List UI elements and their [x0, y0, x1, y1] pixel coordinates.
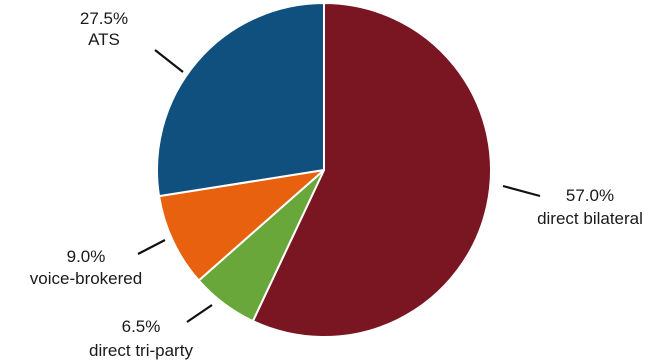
slice-label-ats: 27.5% ATS: [80, 9, 128, 49]
slice-label-direct-bilateral: 57.0% direct bilateral: [537, 186, 643, 228]
slice-category-label: direct tri-party: [89, 341, 193, 360]
pie-slice-direct-bilateral: [251, 2, 492, 338]
slice-value-label: 27.5%: [80, 9, 128, 28]
slice-value-label: 57.0%: [566, 186, 614, 205]
slice-label-voice-brokered: 9.0% voice-brokered: [30, 247, 142, 288]
slice-value-label: 9.0%: [67, 247, 106, 266]
slice-label-direct-tri-party: 6.5% direct tri-party: [89, 317, 193, 360]
leader-line-voice-brokered: [137, 239, 166, 255]
leader-line-direct-tri-party: [186, 304, 213, 323]
slice-category-label: ATS: [88, 30, 120, 49]
leader-line-ats: [154, 49, 184, 73]
slice-category-label: voice-brokered: [30, 269, 142, 288]
pie-slice-ats: [156, 2, 325, 198]
pie-slice-voice-brokered: [158, 169, 325, 282]
slice-value-label: 6.5%: [122, 317, 161, 336]
slice-category-label: direct bilateral: [537, 209, 643, 228]
pie-slices: [156, 2, 492, 338]
leader-line-direct-bilateral: [502, 184, 541, 198]
